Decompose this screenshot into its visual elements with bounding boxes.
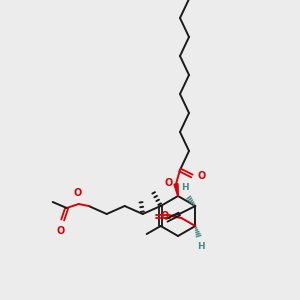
Text: H: H bbox=[182, 183, 189, 192]
Text: O: O bbox=[57, 226, 65, 236]
Text: O: O bbox=[197, 171, 205, 181]
Text: O: O bbox=[165, 178, 173, 188]
Text: O: O bbox=[74, 188, 82, 198]
Text: O: O bbox=[160, 211, 169, 221]
Polygon shape bbox=[174, 184, 178, 196]
Text: H: H bbox=[197, 242, 205, 251]
